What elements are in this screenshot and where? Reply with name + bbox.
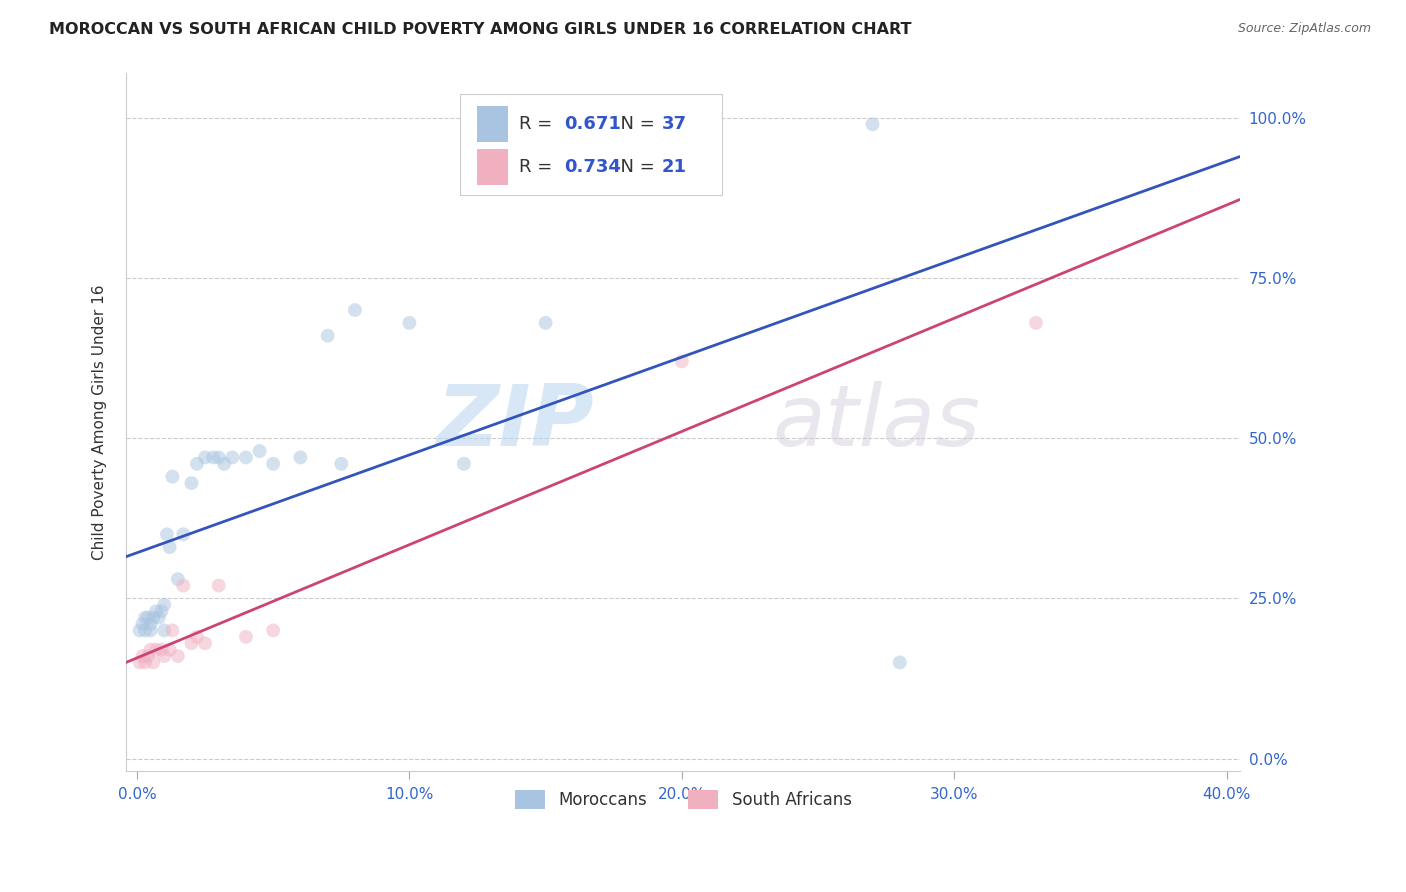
Text: N =: N =	[609, 115, 659, 133]
Point	[208, 450, 231, 465]
Point	[150, 604, 173, 618]
Point	[208, 578, 231, 592]
Point	[235, 630, 257, 644]
Point	[131, 617, 153, 632]
Point	[180, 476, 202, 491]
Text: ZIP: ZIP	[436, 381, 595, 464]
Point	[148, 610, 170, 624]
Point	[153, 598, 176, 612]
Point	[136, 610, 159, 624]
Point	[249, 444, 271, 458]
Point	[262, 457, 284, 471]
Point	[159, 540, 181, 554]
Point	[194, 636, 217, 650]
Point	[153, 648, 176, 663]
Point	[453, 457, 475, 471]
Point	[145, 604, 167, 618]
Point	[316, 328, 339, 343]
Point	[180, 636, 202, 650]
Point	[186, 457, 208, 471]
Point	[262, 624, 284, 638]
Legend: Moroccans, South Africans: Moroccans, South Africans	[508, 783, 859, 815]
Point	[159, 642, 181, 657]
Point	[142, 656, 165, 670]
Point	[166, 648, 188, 663]
Text: Source: ZipAtlas.com: Source: ZipAtlas.com	[1237, 22, 1371, 36]
Point	[131, 648, 153, 663]
Point	[172, 527, 194, 541]
FancyBboxPatch shape	[460, 94, 723, 195]
Point	[862, 117, 884, 131]
Point	[162, 624, 184, 638]
Point	[202, 450, 225, 465]
Point	[889, 656, 911, 670]
Text: 0.671: 0.671	[564, 115, 621, 133]
Point	[134, 656, 156, 670]
Point	[671, 354, 693, 368]
Text: 37: 37	[662, 115, 688, 133]
Text: R =: R =	[519, 115, 558, 133]
Point	[172, 578, 194, 592]
Point	[186, 630, 208, 644]
Bar	[477, 106, 508, 142]
Text: R =: R =	[519, 158, 558, 177]
Text: 0.734: 0.734	[564, 158, 621, 177]
Point	[150, 642, 173, 657]
Point	[330, 457, 353, 471]
Point	[156, 527, 179, 541]
Point	[142, 610, 165, 624]
Point	[343, 303, 366, 318]
Point	[139, 642, 162, 657]
Point	[134, 610, 156, 624]
Point	[290, 450, 312, 465]
Point	[128, 624, 150, 638]
Point	[221, 450, 243, 465]
Point	[1025, 316, 1047, 330]
Point	[194, 450, 217, 465]
Point	[166, 572, 188, 586]
Text: atlas: atlas	[772, 381, 980, 464]
Y-axis label: Child Poverty Among Girls Under 16: Child Poverty Among Girls Under 16	[93, 285, 107, 560]
Point	[128, 656, 150, 670]
Point	[134, 624, 156, 638]
Text: MOROCCAN VS SOUTH AFRICAN CHILD POVERTY AMONG GIRLS UNDER 16 CORRELATION CHART: MOROCCAN VS SOUTH AFRICAN CHILD POVERTY …	[49, 22, 911, 37]
Point	[212, 457, 235, 471]
Bar	[477, 149, 508, 186]
Text: N =: N =	[609, 158, 659, 177]
Point	[398, 316, 420, 330]
Point	[162, 469, 184, 483]
Point	[136, 648, 159, 663]
Point	[145, 642, 167, 657]
Point	[139, 624, 162, 638]
Text: 21: 21	[662, 158, 688, 177]
Point	[153, 624, 176, 638]
Point	[139, 617, 162, 632]
Point	[534, 316, 557, 330]
Point	[235, 450, 257, 465]
